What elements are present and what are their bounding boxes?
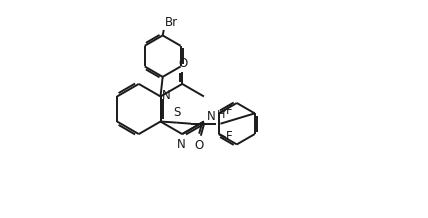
- Text: S: S: [173, 106, 181, 119]
- Text: O: O: [195, 139, 204, 152]
- Text: F: F: [226, 130, 233, 143]
- Text: Br: Br: [165, 16, 178, 29]
- Text: H: H: [217, 110, 225, 120]
- Text: O: O: [178, 57, 187, 70]
- Text: F: F: [226, 104, 233, 117]
- Text: N: N: [207, 110, 215, 123]
- Text: N: N: [177, 138, 185, 152]
- Text: N: N: [162, 89, 171, 102]
